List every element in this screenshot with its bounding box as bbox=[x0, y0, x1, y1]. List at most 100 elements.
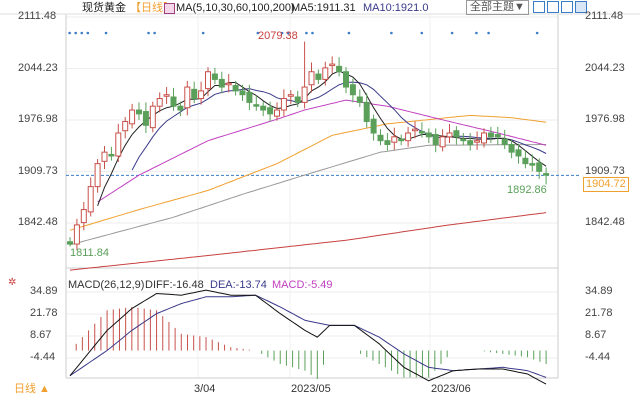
price-tick-left: 2111.48 bbox=[18, 10, 57, 22]
candle-down bbox=[343, 71, 349, 88]
crosshair-icon[interactable] bbox=[533, 1, 545, 13]
event-marker bbox=[104, 31, 108, 35]
candle-down bbox=[349, 84, 356, 96]
candle-down bbox=[211, 73, 218, 80]
macd-tick-right: -4.44 bbox=[585, 351, 611, 363]
candle-down bbox=[370, 118, 377, 134]
candle-up bbox=[163, 94, 170, 97]
event-marker bbox=[535, 31, 539, 35]
candle-down bbox=[253, 104, 260, 107]
candle-down bbox=[315, 73, 322, 80]
candle-up bbox=[115, 132, 122, 157]
candle-up bbox=[73, 224, 80, 245]
candle-up bbox=[391, 136, 398, 143]
macd-value: MACD:-5.49 bbox=[272, 279, 333, 291]
candle-down bbox=[398, 138, 405, 142]
candle-up bbox=[301, 86, 308, 103]
candle-up bbox=[474, 140, 481, 143]
theme-dropdown[interactable]: 全部主题▼ bbox=[466, 0, 529, 15]
price-tick-left: 1842.48 bbox=[18, 216, 58, 228]
low-annotation: 1811.84 bbox=[70, 247, 109, 259]
candle-down bbox=[294, 96, 301, 103]
ma5-value: MA5:1911.31 bbox=[291, 2, 356, 14]
candle-up bbox=[184, 86, 191, 109]
candle-up bbox=[149, 105, 156, 129]
candle-up bbox=[274, 109, 280, 117]
event-marker bbox=[347, 31, 351, 35]
candle-down bbox=[239, 90, 246, 96]
current-price-tag: 1904.72 bbox=[583, 177, 629, 192]
candle-down bbox=[536, 162, 543, 172]
macd-diff: DIFF:-16.48 bbox=[145, 279, 204, 291]
candle-up bbox=[129, 109, 136, 125]
event-marker bbox=[390, 31, 393, 35]
ma10-value: MA10:1921.0 bbox=[363, 2, 429, 14]
candle-down bbox=[432, 134, 439, 145]
candle-down bbox=[260, 105, 267, 111]
candle-up bbox=[308, 71, 315, 86]
candle-down bbox=[136, 109, 142, 115]
recent-low-annotation: 1892.86 bbox=[507, 184, 547, 196]
macd-tick-right: 34.89 bbox=[585, 285, 613, 297]
chart-type-icon[interactable] bbox=[561, 1, 573, 13]
ma60-line bbox=[69, 114, 547, 231]
candle-down bbox=[522, 157, 529, 165]
macd-tick-left: 21.78 bbox=[30, 307, 58, 319]
event-marker bbox=[80, 31, 84, 35]
candle-down bbox=[515, 149, 522, 157]
candle-down bbox=[356, 96, 363, 103]
event-marker bbox=[147, 31, 150, 35]
candle-up bbox=[280, 98, 287, 111]
candle-up bbox=[439, 136, 446, 148]
candle-down bbox=[218, 78, 225, 88]
ma-label: MA(5,10,30,60,100,200) bbox=[176, 2, 295, 14]
event-marker bbox=[305, 31, 308, 35]
candle-up bbox=[156, 98, 163, 107]
macd-label: MACD(26,12,9) bbox=[68, 279, 145, 291]
price-tick-left: 1909.73 bbox=[18, 164, 58, 177]
ma200-line bbox=[69, 212, 547, 271]
candle-down bbox=[425, 132, 432, 138]
price-tick-right: 2111.48 bbox=[585, 10, 624, 22]
candle-up bbox=[94, 163, 101, 188]
price-tick-left: 2044.23 bbox=[18, 61, 58, 74]
ma-settings-icon[interactable] bbox=[164, 3, 175, 14]
ma30-line bbox=[97, 99, 547, 203]
candle-up bbox=[322, 67, 329, 80]
candle-down bbox=[67, 241, 73, 245]
candle-down bbox=[336, 65, 343, 73]
candle-down bbox=[467, 140, 474, 145]
event-marker bbox=[286, 31, 290, 35]
candle-down bbox=[418, 130, 425, 134]
candle-up bbox=[446, 132, 453, 138]
macd-tick-left: 8.67 bbox=[30, 329, 52, 341]
diff-line bbox=[69, 289, 547, 385]
x-label-jun: 2023/06 bbox=[431, 383, 471, 395]
event-marker bbox=[280, 31, 284, 35]
candle-up bbox=[481, 132, 487, 144]
macd-tick-right: 21.78 bbox=[585, 307, 613, 319]
macd-settings-icon[interactable]: ✲ bbox=[8, 277, 17, 288]
candle-down bbox=[501, 138, 508, 145]
macd-dea: DEA:-13.74 bbox=[210, 279, 267, 291]
candle-up bbox=[101, 151, 108, 162]
candle-up bbox=[329, 63, 336, 67]
candle-down bbox=[191, 88, 198, 100]
candle-down bbox=[543, 173, 550, 176]
candle-down bbox=[142, 111, 149, 126]
candle-up bbox=[87, 186, 94, 213]
event-marker bbox=[256, 31, 260, 35]
price-tick-right: 1976.98 bbox=[585, 113, 625, 125]
event-marker bbox=[74, 31, 77, 35]
candle-down bbox=[529, 163, 536, 166]
ma5-line bbox=[97, 70, 547, 206]
candle-up bbox=[405, 132, 412, 142]
event-marker bbox=[201, 31, 205, 35]
layout-icon[interactable] bbox=[547, 1, 559, 13]
export-icon[interactable] bbox=[575, 1, 587, 13]
price-tick-right: 1909.73 bbox=[585, 164, 625, 177]
period-switch-button[interactable]: 日线 ▲ bbox=[14, 383, 50, 395]
period-label[interactable]: 【日线】 bbox=[130, 2, 174, 14]
price-tick-right: 2044.23 bbox=[585, 61, 625, 74]
